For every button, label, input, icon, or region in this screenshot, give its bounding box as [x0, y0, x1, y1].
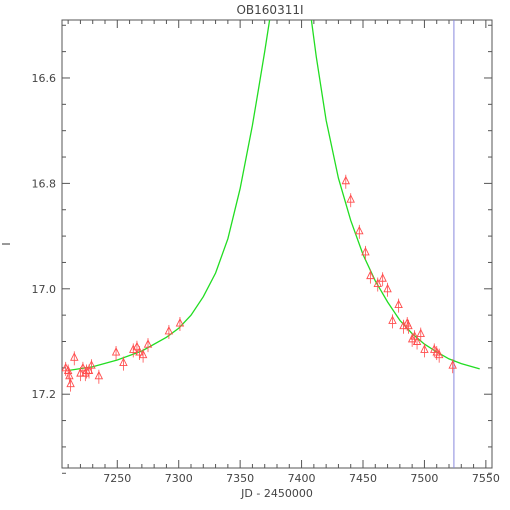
data-point-marker [66, 378, 75, 388]
data-point-marker [70, 352, 79, 361]
data-point [366, 269, 375, 284]
data-point-marker [373, 278, 382, 287]
data-point-marker [132, 341, 142, 351]
data-point-marker [94, 370, 104, 380]
axis-ticks [62, 20, 492, 474]
data-point-marker [346, 194, 355, 203]
y-tick-label: 17.2 [32, 388, 57, 401]
data-point-marker [138, 349, 148, 359]
model-curve [68, 20, 480, 372]
data-point [448, 359, 457, 374]
model-curve-group [68, 20, 480, 372]
data-point [129, 343, 138, 358]
data-point [407, 332, 417, 347]
x-tick-label: 7350 [226, 472, 254, 485]
data-point [138, 348, 148, 363]
data-point-marker [378, 273, 387, 282]
data-point [412, 335, 422, 350]
data-point-marker [407, 333, 417, 343]
data-point-marker [448, 360, 457, 369]
data-point [94, 369, 104, 384]
data-point [66, 377, 75, 392]
data-point-marker [388, 315, 397, 324]
data-point [399, 319, 408, 334]
data-point [420, 343, 429, 358]
data-point [373, 277, 382, 292]
x-tick-label: 7450 [349, 472, 377, 485]
y-tick-label: 16.6 [32, 72, 57, 85]
data-point [416, 327, 425, 342]
data-point-marker [84, 365, 94, 374]
data-point [383, 282, 392, 297]
data-point-marker [76, 368, 85, 377]
data-point-marker [175, 318, 185, 327]
data-point-marker [119, 357, 128, 367]
data-point-marker [416, 328, 425, 338]
data-point-marker [361, 246, 370, 256]
x-tick-label: 7300 [165, 472, 193, 485]
data-point-marker [412, 336, 422, 345]
data-point [346, 193, 355, 208]
data-point-marker [87, 360, 96, 369]
x-tick-label: 7250 [103, 472, 131, 485]
data-point-marker [410, 331, 419, 340]
data-point-marker [164, 325, 174, 335]
data-point-marker [366, 270, 375, 280]
data-point-marker [404, 320, 413, 330]
data-point [175, 317, 185, 332]
data-point-marker [383, 283, 392, 293]
data-point-marker [129, 344, 138, 353]
data-point [119, 356, 128, 371]
data-point [355, 224, 364, 239]
data-point [388, 314, 397, 329]
data-point [87, 359, 96, 374]
x-tick-label: 7500 [410, 472, 438, 485]
data-point [341, 174, 351, 189]
data-point-marker [399, 320, 408, 330]
data-point-marker [420, 344, 429, 353]
data-point [143, 338, 153, 353]
chart-title: OB160311I [236, 3, 303, 17]
data-point [70, 351, 79, 366]
data-point [361, 245, 370, 260]
data-points-group [62, 174, 457, 392]
data-point [394, 298, 403, 313]
data-point [404, 319, 413, 334]
data-point-marker [341, 175, 351, 185]
data-point-marker [143, 339, 153, 348]
y-axis-label: I [0, 242, 13, 245]
data-point [378, 272, 387, 287]
axis-tick-labels: 7250 7300 7350 7400 7450 7500 7550 16.6 16.8 17.0… [32, 72, 500, 485]
data-point-marker [65, 370, 74, 380]
data-point-marker [135, 347, 144, 356]
x-tick-label: 7550 [472, 472, 500, 485]
y-tick-label: 17.0 [32, 283, 57, 296]
data-point-marker [355, 225, 364, 235]
data-point-marker [111, 347, 121, 356]
x-tick-label: 7400 [288, 472, 316, 485]
data-point [434, 348, 444, 363]
data-point [164, 324, 174, 339]
data-point [111, 346, 121, 361]
plot-frame [61, 19, 493, 469]
data-point-marker [434, 349, 444, 359]
x-axis-label: JD - 2450000 [240, 487, 313, 500]
data-point-marker [394, 299, 403, 309]
data-point-marker [78, 362, 88, 372]
y-tick-label: 16.8 [32, 177, 57, 190]
